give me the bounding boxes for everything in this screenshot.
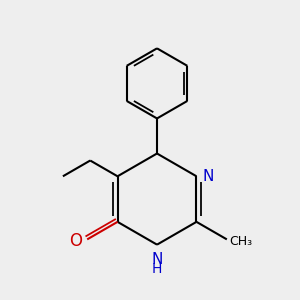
Text: O: O (69, 232, 82, 250)
Text: N: N (151, 252, 163, 267)
Text: N: N (203, 169, 214, 184)
Text: H: H (152, 262, 162, 276)
Text: CH₃: CH₃ (230, 235, 253, 248)
